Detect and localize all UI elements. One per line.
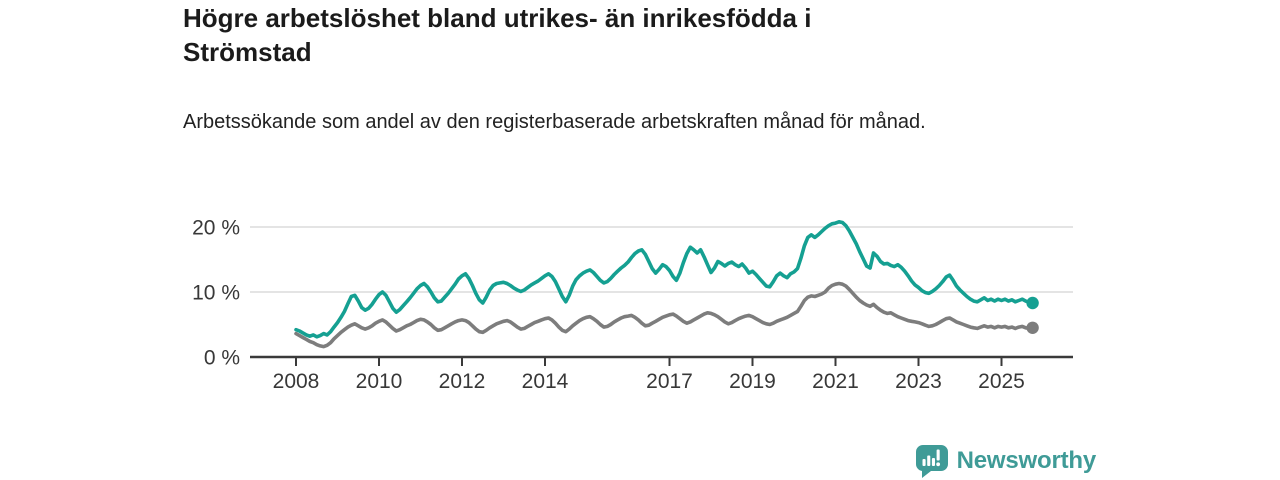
y-axis-tick-labels: 0 % 10 % 20 % [192, 217, 240, 370]
bar-chart-glyph [922, 449, 940, 467]
x-axis-tick-label: 2021 [812, 370, 859, 393]
y-axis-tick-label: 10 % [192, 282, 240, 305]
gridlines [250, 226, 1073, 293]
line-chart: 2008 2010 2012 2014 2017 2019 2021 2023 2025 0 %… [192, 217, 1073, 393]
x-axis-tick-label: 2023 [895, 370, 942, 393]
series-line-total-arbetsloshet [294, 281, 1035, 349]
x-axis-tick-label: 2014 [522, 370, 569, 393]
newsworthy-wordmark: Newsworthy [956, 447, 1097, 474]
chart-subtitle: Arbetssökande som andel av den registerb… [183, 111, 926, 133]
x-axis-tick-label: 2019 [729, 370, 776, 393]
series-end-dot-total-arbetsloshet [1026, 321, 1039, 334]
y-axis-tick-label: 0 % [204, 347, 240, 370]
series-end-dot-utlandsfodda [1026, 296, 1039, 310]
x-axis-tick-label: 2010 [356, 370, 403, 393]
chart-title: Högre arbetslöshet bland utrikes- än inr… [183, 3, 812, 67]
x-axis-tick-label: 2017 [646, 370, 693, 393]
y-axis-tick-label: 20 % [192, 217, 240, 240]
newsworthy-icon [915, 445, 948, 478]
x-axis-ticks: 2008 2010 2012 2014 2017 2019 2021 2023 2025 [273, 357, 1025, 393]
series-line-utlandsfodda [294, 219, 1035, 339]
x-axis-tick-label: 2012 [439, 370, 486, 393]
x-axis-tick-label: 2025 [978, 370, 1025, 393]
newsworthy-logo[interactable]: Newsworthy [914, 443, 1096, 479]
x-axis-tick-label: 2008 [273, 370, 320, 393]
